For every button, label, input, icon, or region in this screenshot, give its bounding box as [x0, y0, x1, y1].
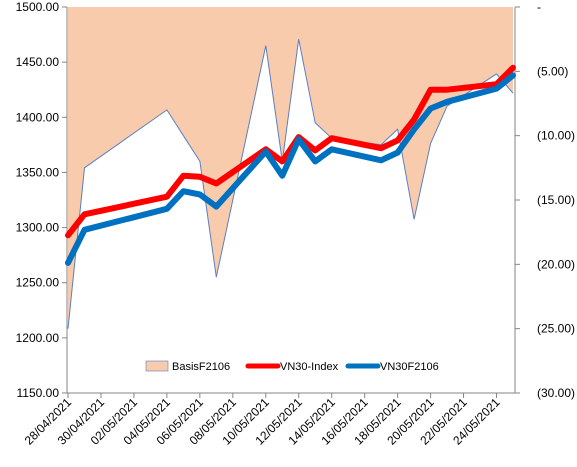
legend: BasisF2106 VN30-Index VN30F2106: [145, 360, 439, 373]
series-area-edge-basisf2106: [67, 39, 514, 329]
right-axis-tick-label: (5.00): [537, 64, 568, 78]
left-axis-tick-label: 1500.00: [16, 0, 60, 14]
legend-label-basisf2106: BasisF2106: [172, 361, 230, 373]
left-axis-tick-label: 1200.00: [16, 331, 60, 345]
legend-label-vn30f2106: VN30F2106: [380, 361, 439, 373]
series-line-vn30-index: [65, 64, 516, 239]
right-axis-tick-label: -: [537, 0, 541, 14]
area-layer: [67, 7, 514, 329]
left-axis-tick-label: 1350.00: [16, 165, 60, 179]
right-axis-tick-label: (30.00): [537, 386, 575, 400]
axes-layer: [62, 6, 520, 398]
series-line-vn30f2106: [65, 72, 516, 266]
series-area-basisf2106: [68, 7, 513, 329]
right-axis-tick-label: (10.00): [537, 129, 575, 143]
left-axis-tick-label: 1250.00: [16, 276, 60, 290]
right-axis-tick-label: (25.00): [537, 322, 575, 336]
lines-layer: [65, 64, 516, 266]
left-axis-tick-label: 1150.00: [17, 386, 60, 400]
right-axis-tick-label: (15.00): [537, 193, 575, 207]
legend-swatch-basisf2106: [145, 360, 169, 372]
legend-label-vn30-index: VN30-Index: [280, 361, 339, 373]
left-axis-tick-label: 1400.00: [16, 110, 60, 124]
right-axis-tick-label: (20.00): [537, 257, 575, 271]
left-axis-tick-label: 1300.00: [16, 221, 60, 235]
left-axis-tick-label: 1450.00: [16, 55, 60, 69]
